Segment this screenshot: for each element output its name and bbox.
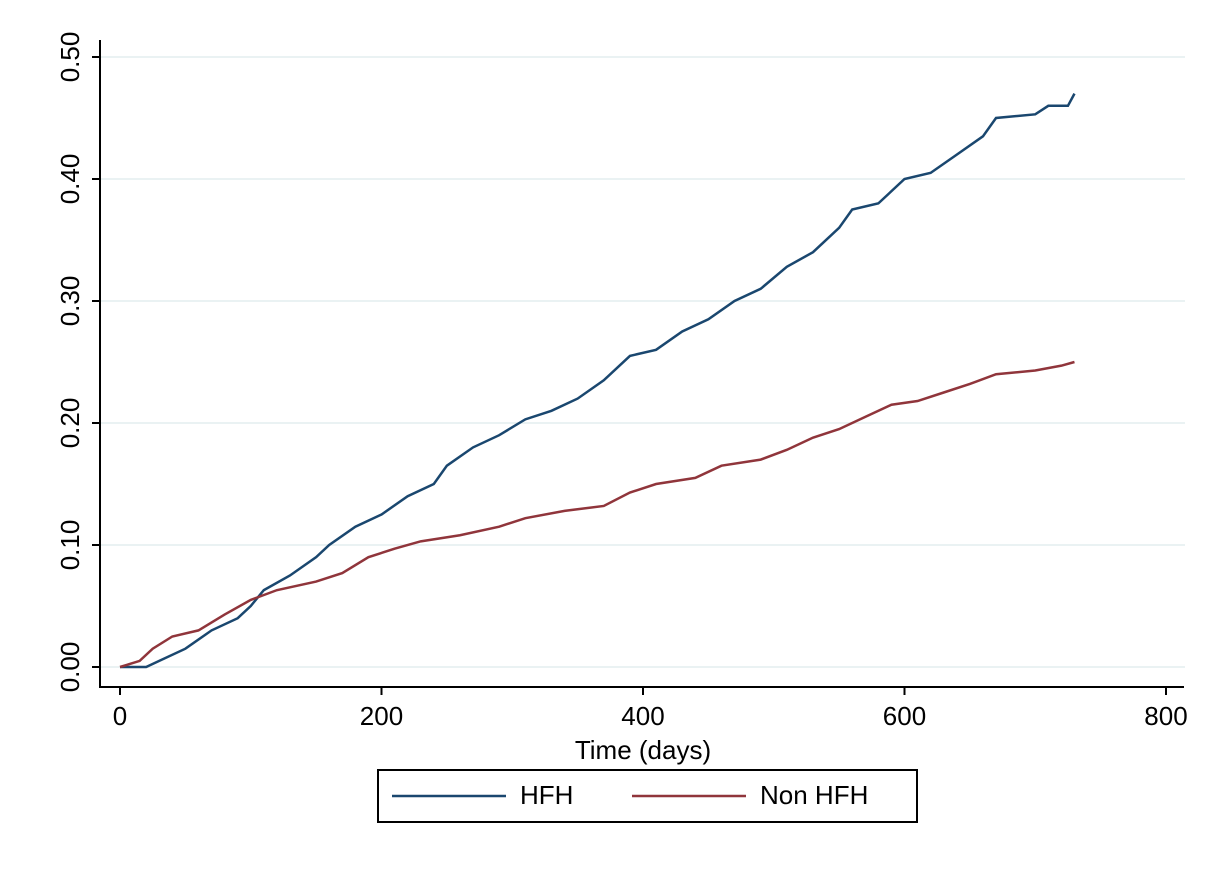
- legend-box: [377, 769, 918, 823]
- x-axis-label: Time (days): [575, 735, 711, 765]
- y-tick-label: 0.10: [55, 520, 85, 571]
- legend-label: HFH: [520, 780, 573, 810]
- y-tick-label: 0.20: [55, 398, 85, 449]
- y-tick-label: 0.00: [55, 642, 85, 693]
- x-tick-label: 400: [621, 701, 664, 731]
- x-tick-label: 600: [883, 701, 926, 731]
- y-tick-label: 0.40: [55, 154, 85, 205]
- x-tick-label: 800: [1144, 701, 1187, 731]
- legend-label: Non HFH: [760, 780, 868, 810]
- y-tick-label: 0.50: [55, 32, 85, 83]
- x-tick-label: 200: [360, 701, 403, 731]
- series-line: [119, 360, 1075, 669]
- series-line: [120, 93, 1076, 669]
- x-tick-label: 0: [113, 701, 127, 731]
- y-tick-label: 0.30: [55, 276, 85, 327]
